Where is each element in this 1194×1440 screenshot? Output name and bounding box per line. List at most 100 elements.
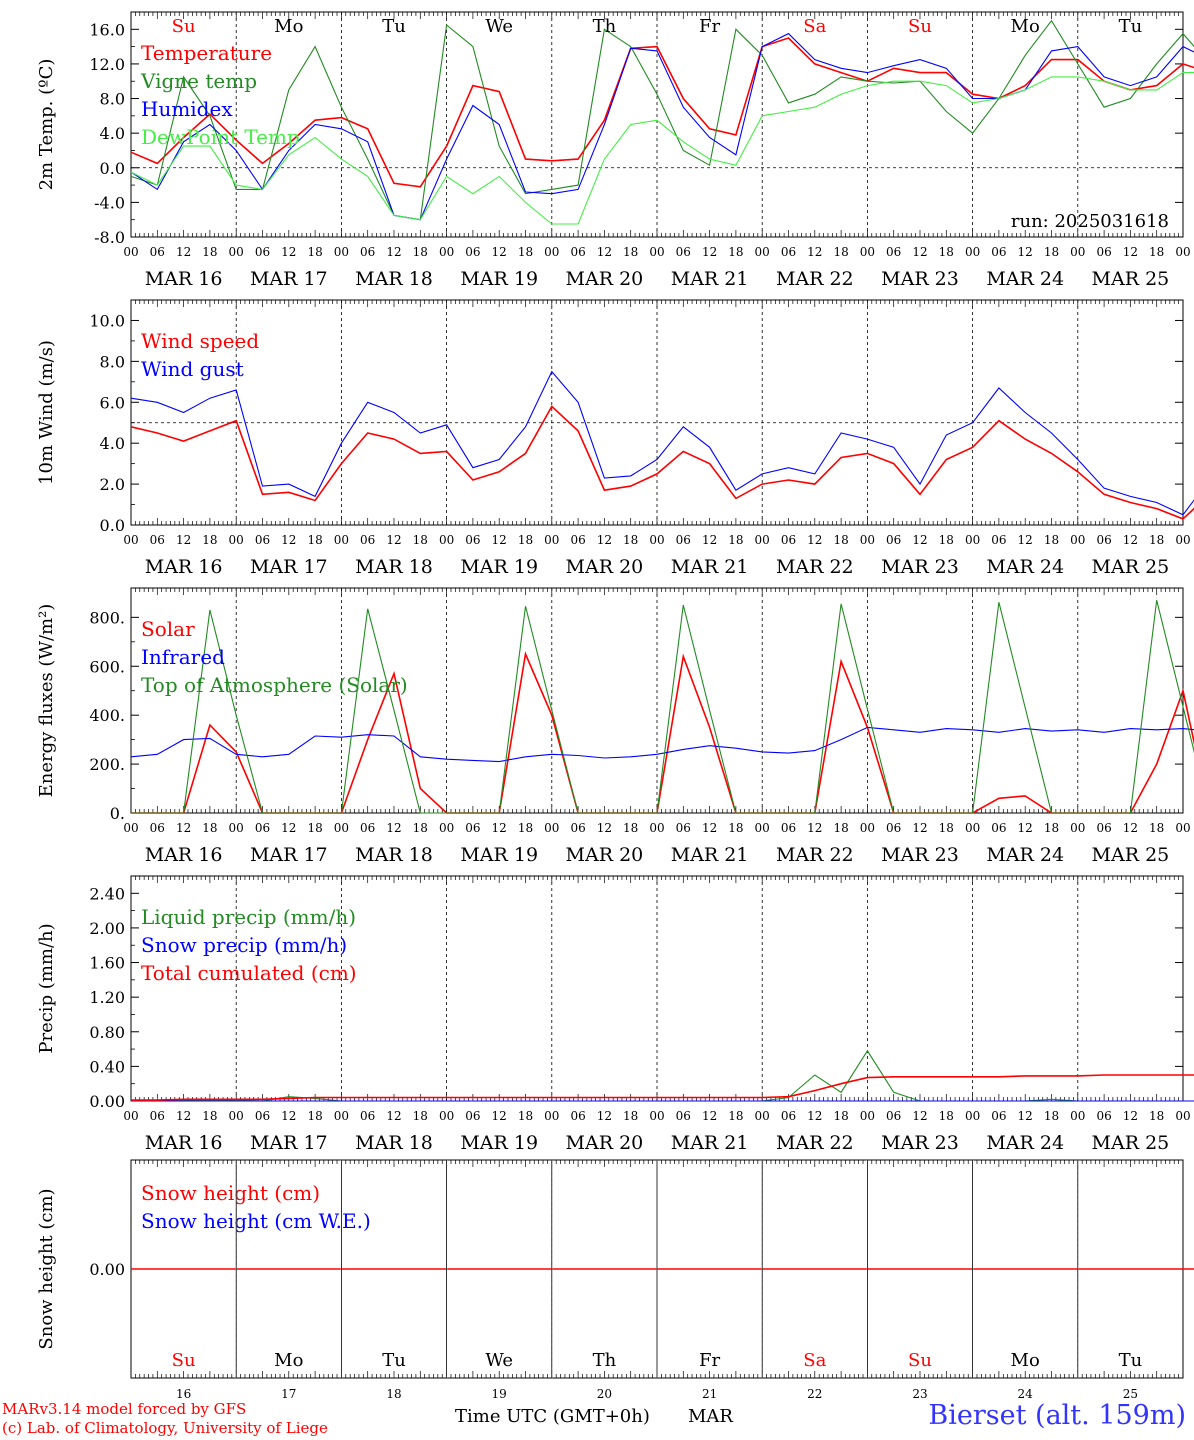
legend-entry: Wind speed bbox=[141, 329, 259, 353]
hour-tick-label: 00 bbox=[965, 245, 980, 259]
hour-tick-label: 12 bbox=[1018, 533, 1033, 547]
hour-tick-label: 12 bbox=[1123, 821, 1138, 835]
legend-entry: Top of Atmosphere (Solar) bbox=[141, 673, 408, 697]
hour-tick-label: 18 bbox=[202, 533, 217, 547]
hour-tick-label: 12 bbox=[1123, 245, 1138, 259]
date-label: MAR 22 bbox=[776, 268, 854, 290]
hour-tick-label: 00 bbox=[334, 245, 349, 259]
hour-tick-label: 12 bbox=[281, 245, 296, 259]
date-label: MAR 25 bbox=[1092, 268, 1170, 290]
date-label: MAR 24 bbox=[986, 268, 1064, 290]
hour-tick-label: 18 bbox=[939, 533, 954, 547]
hour-tick-label: 18 bbox=[1044, 821, 1059, 835]
date-label: MAR 22 bbox=[776, 556, 854, 578]
hour-tick-label: 12 bbox=[702, 533, 717, 547]
hour-tick-label: 18 bbox=[1044, 245, 1059, 259]
hour-tick-label: 00 bbox=[544, 821, 559, 835]
hour-tick-label: 18 bbox=[413, 245, 428, 259]
hour-tick-label: 18 bbox=[518, 533, 533, 547]
x-axis-month: MAR bbox=[688, 1406, 733, 1427]
weekday-label: Su bbox=[908, 1350, 932, 1371]
date-label: MAR 23 bbox=[881, 268, 959, 290]
hour-tick-label: 18 bbox=[1044, 533, 1059, 547]
series-line-dewpoint-temp bbox=[130, 72, 1194, 225]
date-label: MAR 18 bbox=[355, 1132, 433, 1154]
legend-entry: Infrared bbox=[141, 645, 225, 669]
y-tick-label: 0.00 bbox=[89, 1092, 125, 1111]
hour-tick-label: 06 bbox=[255, 533, 270, 547]
y-tick-label: 0.40 bbox=[89, 1057, 125, 1076]
hour-tick-label: 12 bbox=[386, 821, 401, 835]
legend-entry: Snow precip (mm/h) bbox=[141, 933, 347, 957]
y-tick-label: 0.00 bbox=[89, 1260, 125, 1279]
date-label: MAR 21 bbox=[671, 268, 749, 290]
hour-tick-label: 00 bbox=[123, 533, 138, 547]
hour-tick-label: 18 bbox=[413, 533, 428, 547]
date-label: MAR 22 bbox=[776, 844, 854, 866]
series-line-total-cumulated-cm- bbox=[131, 1074, 1194, 1101]
series-line-infrared bbox=[130, 726, 1194, 763]
hour-tick-label: 06 bbox=[991, 821, 1006, 835]
hour-tick-label: 12 bbox=[912, 821, 927, 835]
hour-tick-label: 18 bbox=[518, 821, 533, 835]
hour-tick-label: 12 bbox=[176, 245, 191, 259]
hour-tick-label: 00 bbox=[439, 821, 454, 835]
date-label: MAR 16 bbox=[145, 844, 223, 866]
hour-tick-label: 18 bbox=[939, 1109, 954, 1123]
legend-entry: Snow height (cm) bbox=[141, 1181, 320, 1205]
hour-tick-label: 12 bbox=[1018, 245, 1033, 259]
hour-tick-label: 06 bbox=[465, 1109, 480, 1123]
hour-tick-label: 00 bbox=[1175, 1109, 1190, 1123]
legend-entry: Snow height (cm W.E.) bbox=[141, 1209, 371, 1233]
hour-tick-label: 12 bbox=[492, 245, 507, 259]
panel-wind: 0.0 2.0 4.0 6.0 8.0 10.0 10m Wind (m/s) Wind sp… bbox=[36, 299, 1194, 578]
hour-tick-label: 00 bbox=[649, 821, 664, 835]
hour-tick-label: 06 bbox=[1096, 821, 1111, 835]
date-label: MAR 25 bbox=[1092, 1132, 1170, 1154]
date-label: MAR 18 bbox=[355, 844, 433, 866]
day-number-label: 17 bbox=[281, 1387, 296, 1401]
y-tick-label: 12.0 bbox=[89, 55, 125, 74]
hour-tick-label: 06 bbox=[570, 821, 585, 835]
station-name: Bierset (alt. 159m) bbox=[928, 1400, 1186, 1431]
date-label: MAR 20 bbox=[566, 844, 644, 866]
hour-tick-label: 00 bbox=[123, 1109, 138, 1123]
panel-snow: 0.00 Snow height (cm) Snow height (cm) Snow… bbox=[36, 1159, 1194, 1401]
hour-tick-label: 18 bbox=[1044, 1109, 1059, 1123]
y-tick-label: 10.0 bbox=[89, 311, 125, 330]
y-tick-label: 4.0 bbox=[100, 434, 125, 453]
hour-tick-label: 18 bbox=[833, 821, 848, 835]
hour-tick-label: 06 bbox=[150, 245, 165, 259]
weekday-label: Mo bbox=[274, 16, 303, 37]
y-tick-label: 0.0 bbox=[100, 159, 125, 178]
hour-tick-label: 00 bbox=[860, 1109, 875, 1123]
y-tick-label: 0.80 bbox=[89, 1023, 125, 1042]
hour-tick-label: 18 bbox=[202, 821, 217, 835]
hour-tick-label: 00 bbox=[229, 533, 244, 547]
legend-entry: Liquid precip (mm/h) bbox=[141, 905, 356, 929]
day-number-label: 23 bbox=[912, 1387, 927, 1401]
date-label: MAR 18 bbox=[355, 268, 433, 290]
day-number-label: 19 bbox=[492, 1387, 507, 1401]
hour-tick-label: 00 bbox=[229, 245, 244, 259]
date-label: MAR 16 bbox=[145, 268, 223, 290]
y-tick-label: 4.0 bbox=[100, 124, 125, 143]
weekday-label: Tu bbox=[382, 1350, 406, 1371]
hour-tick-label: 00 bbox=[1070, 533, 1085, 547]
day-number-label: 16 bbox=[176, 1387, 191, 1401]
series-line-wind-speed bbox=[130, 405, 1194, 520]
y-tick-label: 1.20 bbox=[89, 988, 125, 1007]
series-line-humidex bbox=[130, 32, 1194, 221]
day-number-label: 20 bbox=[597, 1387, 612, 1401]
weekday-label: Tu bbox=[382, 16, 406, 37]
date-label: MAR 17 bbox=[250, 556, 328, 578]
hour-tick-label: 06 bbox=[886, 821, 901, 835]
y-tick-label: -8.0 bbox=[94, 228, 125, 247]
hour-tick-label: 06 bbox=[150, 533, 165, 547]
hour-tick-label: 18 bbox=[623, 533, 638, 547]
hour-tick-label: 12 bbox=[281, 1109, 296, 1123]
hour-tick-label: 00 bbox=[860, 245, 875, 259]
hour-tick-label: 06 bbox=[781, 533, 796, 547]
panel-precip: 0.00 0.40 0.80 1.20 1.60 2.00 2.40 Precip (mm/h… bbox=[36, 875, 1194, 1154]
date-label: MAR 19 bbox=[460, 268, 538, 290]
